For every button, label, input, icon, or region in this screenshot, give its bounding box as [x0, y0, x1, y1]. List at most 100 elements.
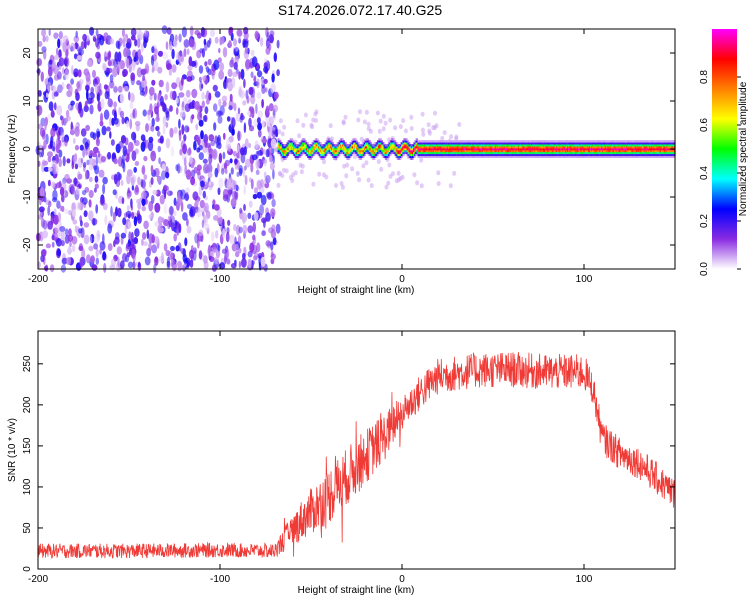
spectrogram-cell [296, 144, 298, 147]
spectrogram-cell [93, 235, 100, 244]
spectrogram-cell [358, 146, 360, 149]
spectrogram-cell [204, 140, 208, 148]
spectrogram-cell [512, 146, 514, 149]
spectrogram-cell [239, 207, 243, 214]
spectrogram-cell [567, 146, 569, 149]
spectrogram-cell [252, 221, 256, 233]
spectrogram-cell [310, 157, 312, 160]
spectrogram-cell [154, 202, 161, 213]
spectrogram-cell [437, 155, 439, 158]
x-tick-label: 0 [399, 574, 405, 585]
spectrogram-cell [469, 140, 472, 143]
spectrogram-cell [574, 155, 577, 158]
spectrogram-cell [227, 78, 232, 83]
spectrogram-cell [616, 149, 618, 153]
spectrogram-cell [226, 227, 230, 234]
spectrogram-cell [436, 142, 438, 145]
spectrogram-cell [386, 151, 389, 155]
spectrogram-cell [473, 147, 475, 151]
spectrogram-cell [636, 144, 639, 147]
spectrogram-cell [464, 144, 466, 147]
spectrogram-cell [294, 151, 296, 155]
spectrogram-cell [540, 140, 543, 143]
spectrogram-cell [473, 144, 475, 147]
spectrogram-cell [201, 75, 207, 81]
spectrogram-cell [265, 240, 272, 247]
spectrogram-cell [449, 134, 454, 140]
spectrogram-cell [383, 147, 386, 151]
spectrogram-cell [541, 151, 544, 155]
spectrogram-cell [630, 142, 632, 145]
spectrogram-cell [655, 149, 658, 153]
spectrogram-cell [666, 151, 668, 155]
spectrogram-cell [552, 151, 555, 155]
spectrogram-cell [378, 140, 380, 143]
spectrogram-cell [528, 151, 531, 155]
spectrogram-cell [590, 155, 592, 158]
spectrogram-cell [653, 142, 655, 145]
spectrogram-cell [55, 182, 62, 189]
spectrogram-cell [567, 144, 569, 147]
spectrogram-cell [395, 142, 398, 145]
spectrogram-cell [95, 248, 99, 258]
spectrogram-cell [331, 153, 333, 157]
spectrogram-cell [374, 144, 377, 147]
spectrogram-cell [369, 149, 371, 153]
spectrogram-cell [290, 142, 293, 145]
spectrogram-cell [476, 149, 478, 153]
spectrogram-cell [321, 155, 323, 158]
spectrogram-cell [219, 262, 226, 270]
spectrogram-cell [430, 142, 433, 145]
spectrogram-cell [290, 146, 293, 149]
spectrogram-cell [325, 153, 328, 157]
spectrogram-cell [623, 147, 626, 151]
spectrogram-cell [367, 140, 369, 143]
spectrogram-cell [656, 146, 659, 149]
spectrogram-cell [490, 140, 493, 143]
spectrogram-cell [535, 146, 537, 149]
spectrogram-cell [130, 174, 137, 184]
spectrogram-cell [443, 149, 446, 153]
spectrogram-cell [437, 153, 439, 157]
spectrogram-cell [333, 146, 335, 149]
spectrogram-cell [113, 84, 118, 95]
spectrogram-cell [481, 155, 484, 158]
spectrogram-cell [462, 153, 464, 157]
spectrogram-cell [452, 142, 454, 145]
spectrogram-cell [616, 144, 618, 147]
spectrogram-cell [360, 149, 363, 153]
spectrogram-cell [116, 246, 122, 255]
spectrogram-cell [582, 140, 584, 143]
spectrogram-cell [533, 140, 535, 143]
spectrogram-cell [428, 149, 430, 153]
spectrogram-cell [396, 153, 399, 157]
spectrogram-cell [375, 146, 378, 149]
spectrogram-cell [279, 140, 282, 143]
spectrogram-cell [448, 155, 450, 158]
spectrogram-cell [645, 151, 648, 155]
spectrogram-cell [522, 147, 524, 151]
spectrogram-cell [548, 155, 551, 158]
spectrogram-cell [643, 155, 646, 158]
spectrogram-cell [606, 144, 608, 147]
spectrogram-cell [623, 140, 626, 143]
spectrogram-cell [516, 149, 519, 153]
spectrogram-cell [313, 142, 316, 145]
spectrogram-cell [635, 147, 638, 151]
spectrogram-cell [282, 155, 284, 158]
spectrogram-cell [476, 147, 478, 151]
spectrogram-cell [429, 149, 431, 153]
spectrogram-cell [585, 146, 588, 149]
spectrogram-cell [614, 149, 616, 153]
spectrogram-cell [462, 147, 464, 151]
spectrogram-cell [436, 147, 438, 151]
spectrogram-cell [599, 151, 602, 155]
spectrogram-cell [664, 144, 666, 147]
spectrogram-cell [416, 147, 418, 151]
spectrogram-cell [499, 146, 501, 149]
spectrogram-cell [581, 155, 583, 158]
spectrogram-cell [399, 142, 402, 145]
spectrogram-cell [463, 153, 465, 157]
spectrogram-cell [618, 142, 620, 145]
spectrogram-cell [88, 199, 92, 208]
